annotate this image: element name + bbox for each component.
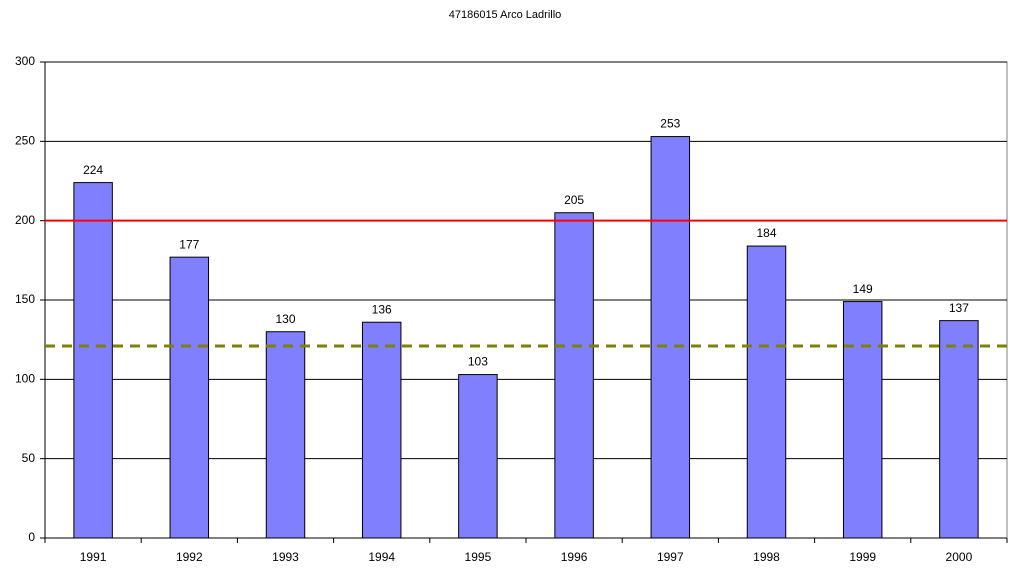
bar xyxy=(73,182,113,539)
x-tick-label: 2000 xyxy=(946,550,973,564)
x-tick-label: 1995 xyxy=(465,550,492,564)
value-label: 205 xyxy=(564,193,584,207)
bar xyxy=(265,331,306,539)
y-tick-label: 200 xyxy=(15,213,35,227)
bar xyxy=(746,245,787,539)
chart-title: 47186015 Arco Ladrillo xyxy=(449,9,562,21)
y-tick-label: 150 xyxy=(15,292,35,306)
value-label: 130 xyxy=(275,312,295,326)
y-tick-label: 0 xyxy=(28,530,35,544)
x-tick-label: 1992 xyxy=(176,550,203,564)
value-label: 253 xyxy=(660,117,680,131)
bar xyxy=(361,321,402,539)
bar xyxy=(842,301,883,539)
value-label: 137 xyxy=(949,301,969,315)
value-label: 136 xyxy=(372,302,392,316)
x-tick-label: 1991 xyxy=(80,550,107,564)
bar xyxy=(939,320,979,539)
value-label: 149 xyxy=(853,282,873,296)
x-tick-label: 1997 xyxy=(657,550,684,564)
bar xyxy=(554,212,594,539)
value-label: 103 xyxy=(468,355,488,369)
bar xyxy=(650,136,691,539)
bar xyxy=(458,374,498,539)
bar xyxy=(169,256,210,539)
value-label: 184 xyxy=(756,226,776,240)
x-tick-label: 1999 xyxy=(849,550,876,564)
x-tick-label: 1996 xyxy=(561,550,588,564)
value-label: 224 xyxy=(83,163,103,177)
x-tick-label: 1993 xyxy=(272,550,299,564)
x-tick-label: 1998 xyxy=(753,550,780,564)
y-tick-label: 250 xyxy=(15,134,35,148)
y-tick-label: 100 xyxy=(15,372,35,386)
y-tick-label: 50 xyxy=(22,451,36,465)
y-tick-label: 300 xyxy=(15,54,35,68)
value-label: 177 xyxy=(179,237,199,251)
x-tick-label: 1994 xyxy=(368,550,395,564)
